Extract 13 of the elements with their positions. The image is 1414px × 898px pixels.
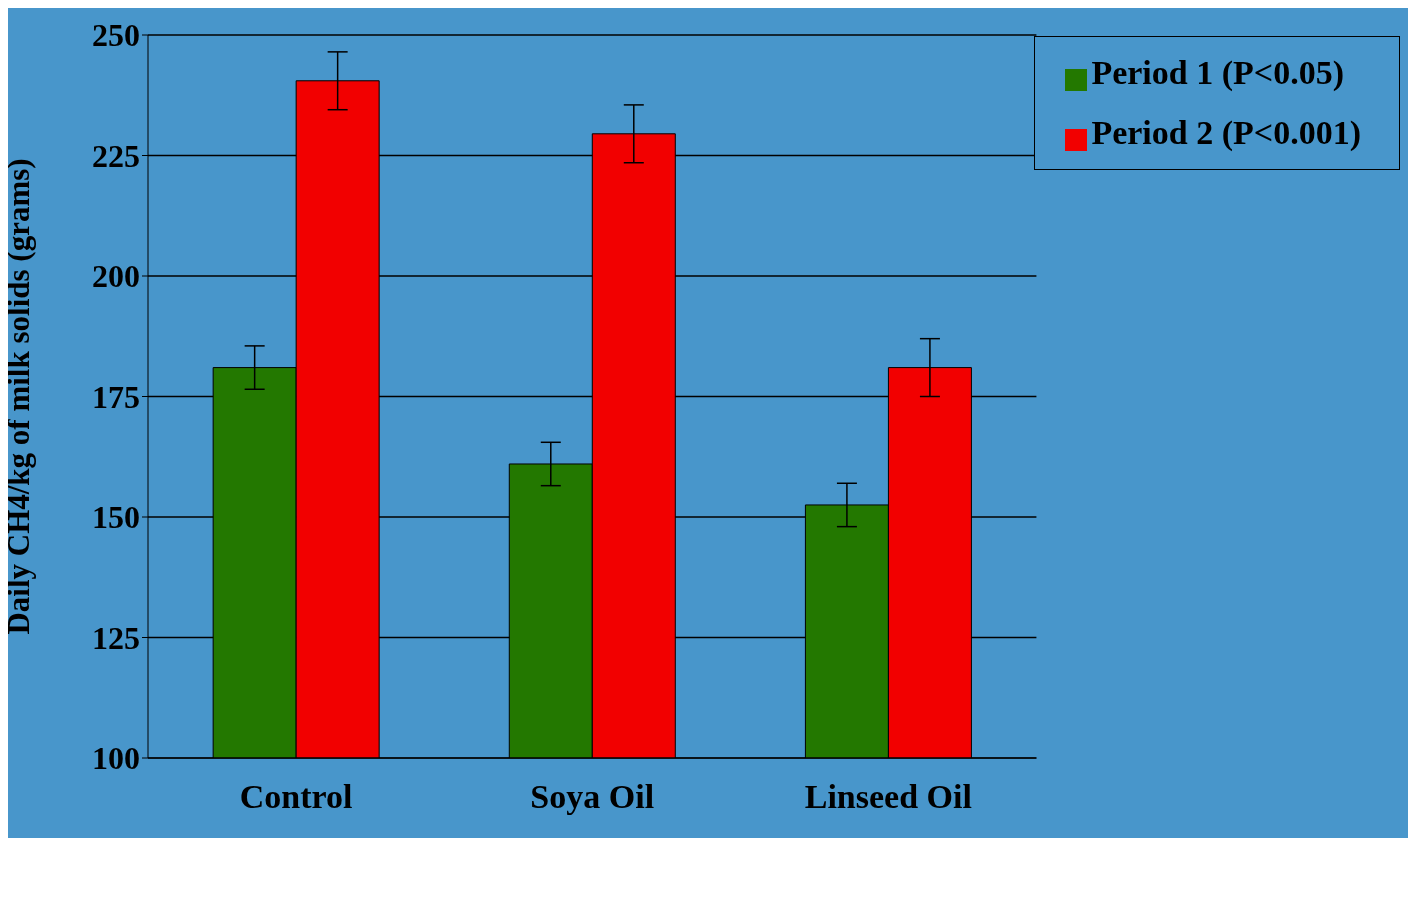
legend-label: Period 2 (P<0.001) (1091, 114, 1361, 151)
x-tick-label: Soya Oil (530, 778, 655, 816)
x-tick-label: Linseed Oil (804, 778, 972, 816)
y-tick-label: 125 (92, 619, 140, 656)
y-tick-label: 200 (92, 258, 140, 295)
legend-label: Period 1 (P<0.05) (1091, 54, 1344, 91)
y-tick-label: 250 (92, 17, 140, 54)
y-tick-label: 175 (92, 378, 140, 415)
y-tick-label: 225 (92, 137, 140, 174)
y-tick-label: 150 (92, 499, 140, 536)
x-tick-label: Control (239, 778, 353, 816)
y-axis-title: Daily CH4/kg of milk solids (grams) (1, 158, 37, 635)
y-tick-label: 100 (92, 740, 140, 777)
